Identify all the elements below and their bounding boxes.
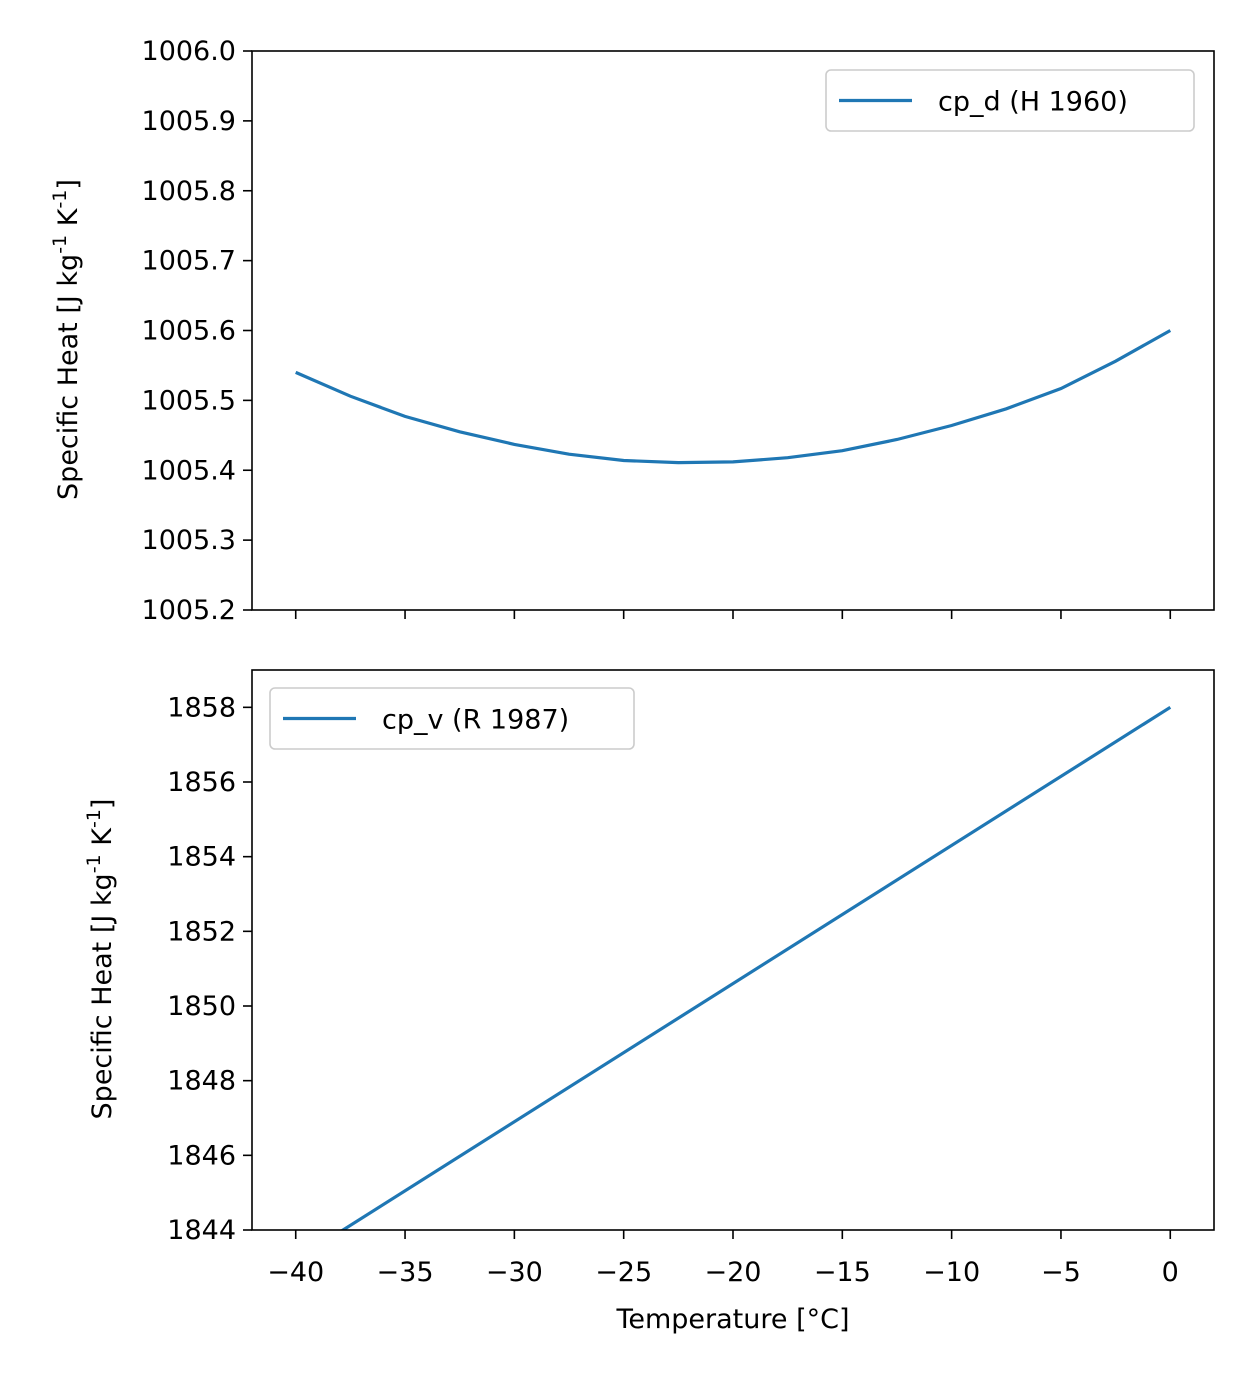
y-tick-label: 1005.8 bbox=[142, 176, 236, 207]
legend: cp_v (R 1987) bbox=[269, 687, 635, 750]
legend-box bbox=[825, 69, 1195, 132]
axes-frame bbox=[251, 669, 1215, 1231]
y-axis-label: Specific Heat [J kg-1 K-1] bbox=[49, 179, 84, 500]
y-tick-label: 1006.0 bbox=[142, 36, 236, 67]
legend-entry-label: cp_v (R 1987) bbox=[382, 705, 569, 736]
series-line-1-0 bbox=[340, 705, 1172, 1230]
x-tick-label: −30 bbox=[486, 1257, 543, 1288]
x-tick-label: −10 bbox=[923, 1257, 980, 1288]
y-tick-label: 1005.7 bbox=[142, 246, 236, 277]
series-line-0-0 bbox=[295, 329, 1172, 465]
y-tick-label: 1005.2 bbox=[142, 595, 236, 626]
y-tick-label: 1844 bbox=[167, 1215, 236, 1246]
y-tick-label: 1846 bbox=[167, 1140, 236, 1171]
y-tick-label: 1858 bbox=[167, 692, 236, 723]
top-chart-panel: 1005.2 1005.3 1005.4 1005.5 1005.6 1005.7 1005… bbox=[49, 36, 1215, 626]
x-tick-label: −40 bbox=[267, 1257, 324, 1288]
x-axis-label: Temperature [°C] bbox=[615, 1304, 849, 1335]
legend: cp_d (H 1960) bbox=[825, 69, 1195, 132]
x-tick-label: −25 bbox=[595, 1257, 652, 1288]
axes-frame bbox=[251, 50, 1215, 611]
y-tick-label: 1854 bbox=[167, 842, 236, 873]
x-tick-label: −5 bbox=[1041, 1257, 1081, 1288]
x-tick-label: 0 bbox=[1162, 1257, 1179, 1288]
bottom-chart-panel: 1844 1846 1848 1850 1852 1854 1856 1858 −40 −35 −3… bbox=[83, 669, 1215, 1335]
legend-box bbox=[269, 687, 635, 750]
x-tick-label: −20 bbox=[705, 1257, 762, 1288]
y-axis-label: Specific Heat [J kg-1 K-1] bbox=[83, 799, 118, 1120]
x-tick-label: −35 bbox=[377, 1257, 434, 1288]
y-tick-label: 1856 bbox=[167, 767, 236, 798]
y-tick-label: 1005.6 bbox=[142, 316, 236, 347]
y-tick-label: 1852 bbox=[167, 916, 236, 947]
y-tick-label: 1005.4 bbox=[142, 455, 236, 486]
y-tick-label: 1005.9 bbox=[142, 106, 236, 137]
legend-entry-label: cp_d (H 1960) bbox=[938, 87, 1128, 118]
y-tick-label: 1005.5 bbox=[142, 385, 236, 416]
y-tick-label: 1005.3 bbox=[142, 525, 236, 556]
y-tick-label: 1848 bbox=[167, 1066, 236, 1097]
y-tick-label: 1850 bbox=[167, 991, 236, 1022]
x-tick-label: −15 bbox=[814, 1257, 871, 1288]
